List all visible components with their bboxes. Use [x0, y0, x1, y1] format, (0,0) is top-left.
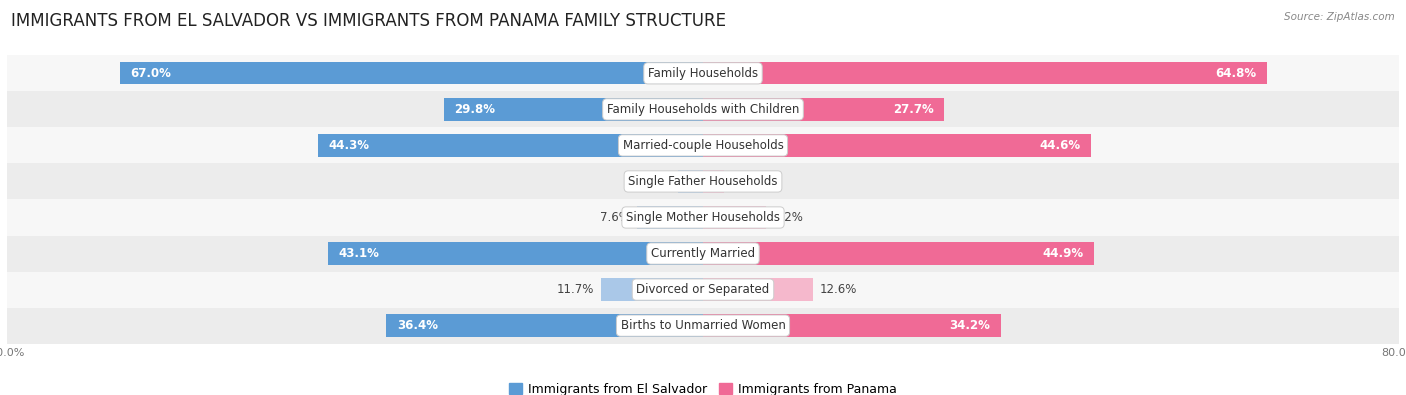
- Bar: [328, 243, 703, 265]
- Text: 2.4%: 2.4%: [731, 175, 761, 188]
- Text: 67.0%: 67.0%: [131, 67, 172, 80]
- Bar: [703, 278, 813, 301]
- Bar: [678, 170, 703, 193]
- Text: 12.6%: 12.6%: [820, 283, 856, 296]
- Text: 29.8%: 29.8%: [454, 103, 495, 116]
- Bar: [7, 91, 1399, 128]
- Bar: [602, 278, 703, 301]
- Text: Family Households with Children: Family Households with Children: [607, 103, 799, 116]
- Text: 7.2%: 7.2%: [773, 211, 803, 224]
- Text: 7.6%: 7.6%: [600, 211, 630, 224]
- Text: Married-couple Households: Married-couple Households: [623, 139, 783, 152]
- Bar: [318, 134, 703, 156]
- Text: 27.7%: 27.7%: [893, 103, 934, 116]
- Text: Currently Married: Currently Married: [651, 247, 755, 260]
- Bar: [7, 164, 1399, 199]
- Bar: [703, 314, 1001, 337]
- Bar: [703, 243, 1094, 265]
- Bar: [703, 170, 724, 193]
- Bar: [703, 206, 766, 229]
- Bar: [7, 199, 1399, 235]
- Bar: [120, 62, 703, 85]
- Text: 36.4%: 36.4%: [396, 319, 437, 332]
- Text: Source: ZipAtlas.com: Source: ZipAtlas.com: [1284, 12, 1395, 22]
- Text: IMMIGRANTS FROM EL SALVADOR VS IMMIGRANTS FROM PANAMA FAMILY STRUCTURE: IMMIGRANTS FROM EL SALVADOR VS IMMIGRANT…: [11, 12, 727, 30]
- Text: Divorced or Separated: Divorced or Separated: [637, 283, 769, 296]
- Bar: [703, 62, 1267, 85]
- Text: 34.2%: 34.2%: [949, 319, 990, 332]
- Text: 44.9%: 44.9%: [1042, 247, 1083, 260]
- Bar: [7, 128, 1399, 164]
- Text: 64.8%: 64.8%: [1215, 67, 1257, 80]
- Bar: [703, 134, 1091, 156]
- Text: Single Mother Households: Single Mother Households: [626, 211, 780, 224]
- Bar: [7, 308, 1399, 344]
- Bar: [444, 98, 703, 120]
- Text: 2.9%: 2.9%: [641, 175, 671, 188]
- Text: 44.6%: 44.6%: [1039, 139, 1081, 152]
- Text: 43.1%: 43.1%: [339, 247, 380, 260]
- Bar: [7, 55, 1399, 91]
- Bar: [387, 314, 703, 337]
- Text: Single Father Households: Single Father Households: [628, 175, 778, 188]
- Text: Family Households: Family Households: [648, 67, 758, 80]
- Text: Births to Unmarried Women: Births to Unmarried Women: [620, 319, 786, 332]
- Text: 44.3%: 44.3%: [328, 139, 368, 152]
- Bar: [703, 98, 943, 120]
- Legend: Immigrants from El Salvador, Immigrants from Panama: Immigrants from El Salvador, Immigrants …: [503, 378, 903, 395]
- Bar: [7, 272, 1399, 308]
- Bar: [7, 235, 1399, 272]
- Bar: [637, 206, 703, 229]
- Text: 11.7%: 11.7%: [557, 283, 595, 296]
